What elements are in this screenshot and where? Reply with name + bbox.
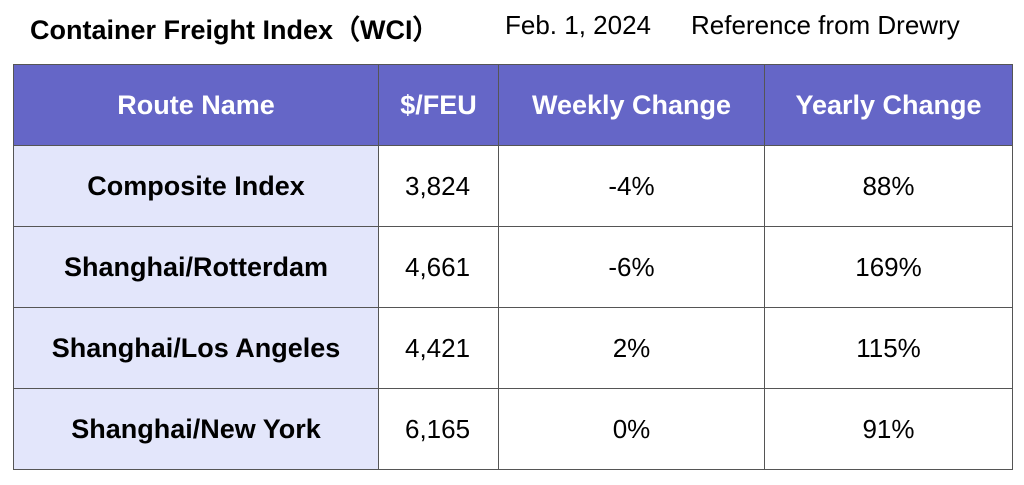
source-label: Reference from Drewry xyxy=(691,10,960,40)
column-header-price: $/FEU xyxy=(378,64,499,146)
price-cell: 4,661 xyxy=(378,226,499,308)
route-name-cell: Shanghai/New York xyxy=(13,388,379,470)
yearly-change-cell: 91% xyxy=(764,388,1013,470)
table-header-row: Route Name $/FEU Weekly Change Yearly Ch… xyxy=(13,64,1013,146)
yearly-change-cell: 88% xyxy=(764,145,1013,227)
column-header-yearly-change: Yearly Change xyxy=(764,64,1013,146)
weekly-change-cell: 0% xyxy=(498,388,765,470)
weekly-change-cell: 2% xyxy=(498,307,765,389)
date-label: Feb. 1, 2024 xyxy=(505,10,651,40)
yearly-change-cell: 169% xyxy=(764,226,1013,308)
freight-index-table: Route Name $/FEU Weekly Change Yearly Ch… xyxy=(13,64,1013,470)
column-header-weekly-change: Weekly Change xyxy=(498,64,765,146)
table-row: Shanghai/New York 6,165 0% 91% xyxy=(13,388,1013,470)
route-name-cell: Shanghai/Rotterdam xyxy=(13,226,379,308)
header: Container Freight Index（WCI） Feb. 1, 202… xyxy=(0,0,1024,52)
table-row: Composite Index 3,824 -4% 88% xyxy=(13,145,1013,227)
price-cell: 3,824 xyxy=(378,145,499,227)
table-row: Shanghai/Los Angeles 4,421 2% 115% xyxy=(13,307,1013,389)
weekly-change-cell: -6% xyxy=(498,226,765,308)
table-row: Shanghai/Rotterdam 4,661 -6% 169% xyxy=(13,226,1013,308)
price-cell: 6,165 xyxy=(378,388,499,470)
price-cell: 4,421 xyxy=(378,307,499,389)
route-name-cell: Composite Index xyxy=(13,145,379,227)
column-header-route-name: Route Name xyxy=(13,64,379,146)
yearly-change-cell: 115% xyxy=(764,307,1013,389)
page-title: Container Freight Index（WCI） xyxy=(30,15,440,45)
route-name-cell: Shanghai/Los Angeles xyxy=(13,307,379,389)
weekly-change-cell: -4% xyxy=(498,145,765,227)
